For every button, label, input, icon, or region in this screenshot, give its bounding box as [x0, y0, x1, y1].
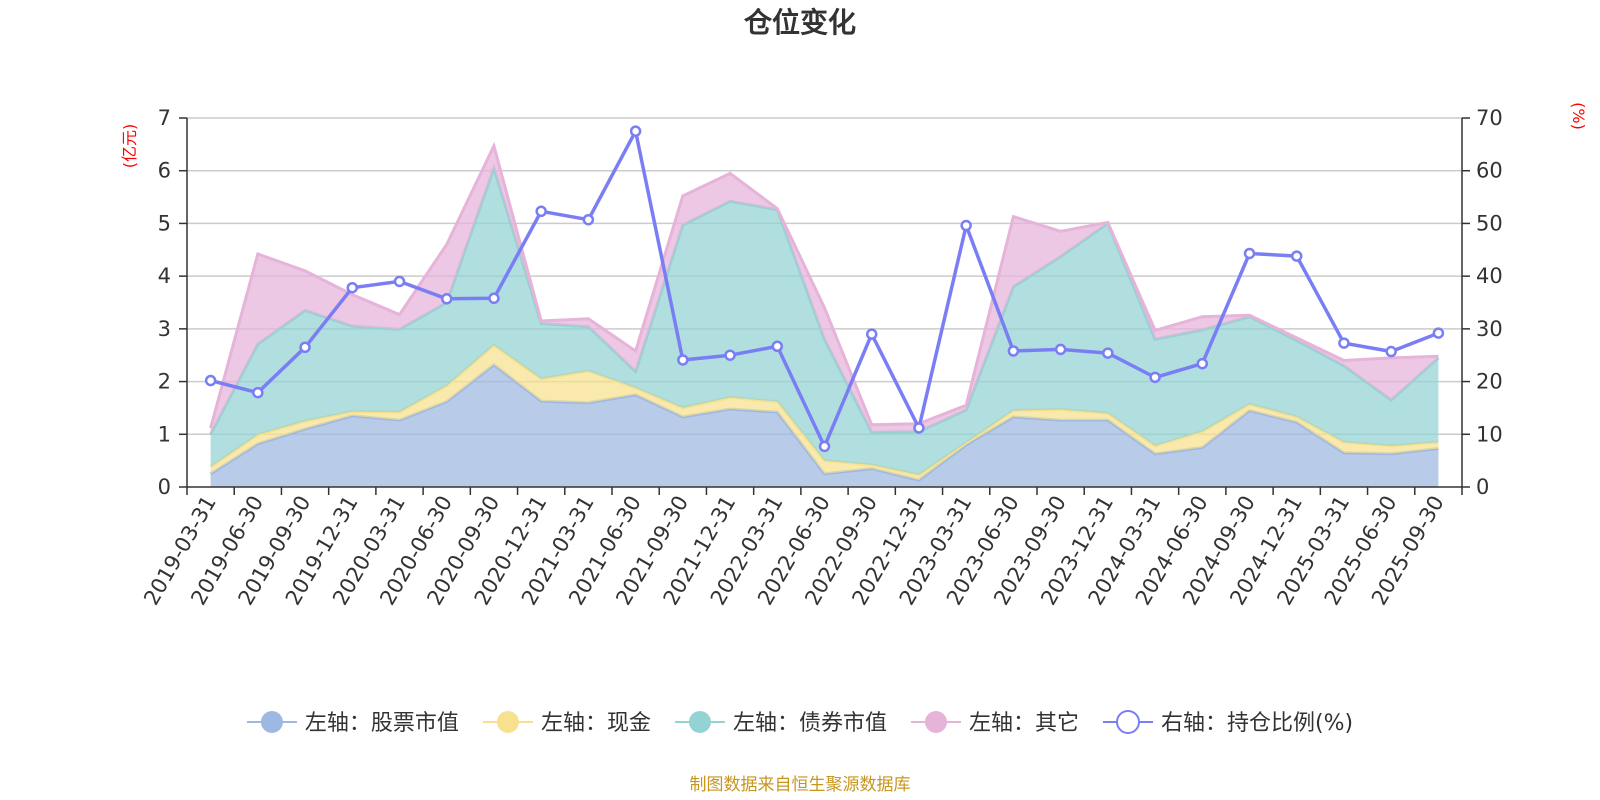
ratio-point: [677, 354, 689, 366]
ratio-point: [1149, 371, 1161, 384]
legend-marker: [688, 711, 711, 733]
right-tick-label: 40: [1476, 264, 1503, 288]
ratio-point: [1290, 250, 1303, 262]
area-layer: [209, 141, 1440, 487]
left-tick-label: 6: [158, 159, 171, 183]
ratio-point: [252, 386, 264, 399]
line-layer: [204, 125, 1445, 453]
left-tick-label: 1: [158, 422, 171, 446]
ratio-point: [440, 293, 453, 305]
ratio-point: [1007, 345, 1020, 357]
area-series-0: [210, 364, 1439, 487]
legend-marker-hollow: [1115, 710, 1140, 734]
left-tick-label: 7: [158, 106, 171, 130]
ratio-point: [1385, 345, 1397, 358]
area-series-2: [210, 168, 1439, 475]
ratio-point: [960, 219, 972, 232]
ratio-point: [865, 328, 878, 340]
right-tick-label: 0: [1476, 475, 1489, 499]
ratio-point: [488, 292, 500, 305]
left-tick-label: 2: [158, 370, 171, 394]
legend-label: 左轴：其它: [969, 711, 1079, 736]
left-tick-label: 5: [158, 211, 171, 235]
legend-item-0[interactable]: 左轴：股票市值: [246, 711, 459, 736]
ratio-point: [1196, 357, 1209, 370]
ratio-point: [1338, 337, 1350, 349]
right-tick-label: 30: [1476, 317, 1503, 341]
legend-label: 右轴：持仓比例(%): [1161, 711, 1353, 736]
legend-item-1[interactable]: 左轴：现金: [482, 711, 651, 736]
label-layer: 仓位变化 (亿元) (%) 制图数据来自恒生聚源数据库: [120, 6, 1588, 795]
ratio-point: [771, 340, 784, 353]
area-edge-series-3: [209, 141, 1439, 429]
ratio-point: [204, 374, 217, 387]
left-tick-label: 3: [158, 317, 171, 341]
right-tick-label: 50: [1476, 211, 1503, 235]
ratio-point: [629, 125, 642, 137]
ratio-point: [535, 205, 547, 218]
ratio-point: [818, 440, 831, 453]
ratio-point: [346, 281, 359, 294]
ratio-point: [1243, 247, 1256, 260]
legend-marker: [496, 711, 519, 733]
ratio-point: [1102, 347, 1114, 359]
chart-title: 仓位变化: [744, 6, 856, 39]
left-axis-unit: (亿元): [120, 124, 139, 169]
legend-label: 左轴：股票市值: [305, 711, 459, 736]
right-tick-label: 70: [1476, 106, 1503, 130]
right-tick-label: 10: [1476, 422, 1503, 446]
legend-label: 左轴：债券市值: [733, 711, 887, 736]
right-tick-label: 60: [1476, 159, 1503, 183]
area-series-1: [210, 345, 1439, 481]
ratio-point: [724, 349, 736, 361]
ratio-point: [1432, 327, 1445, 339]
legend-marker: [260, 711, 283, 733]
ratio-point: [299, 341, 311, 354]
legend-label: 左轴：现金: [541, 711, 651, 736]
left-tick-label: 0: [158, 475, 171, 499]
legend-item-2[interactable]: 左轴：债券市值: [674, 711, 887, 736]
right-axis-unit: (%): [1569, 102, 1588, 130]
legend[interactable]: 左轴：股票市值 左轴：现金 左轴：债券市值 左轴：其它 右轴：持仓比例(%): [246, 710, 1353, 736]
right-tick-label: 20: [1476, 370, 1503, 394]
ratio-point: [582, 213, 595, 226]
source-note: 制图数据来自恒生聚源数据库: [690, 775, 911, 795]
ratio-point: [393, 275, 406, 288]
legend-marker: [924, 711, 947, 733]
ratio-point: [913, 422, 925, 434]
ratio-point: [1054, 343, 1067, 356]
legend-item-3[interactable]: 左轴：其它: [910, 711, 1079, 736]
legend-item-4[interactable]: 右轴：持仓比例(%): [1102, 710, 1353, 736]
left-tick-label: 4: [158, 264, 171, 288]
